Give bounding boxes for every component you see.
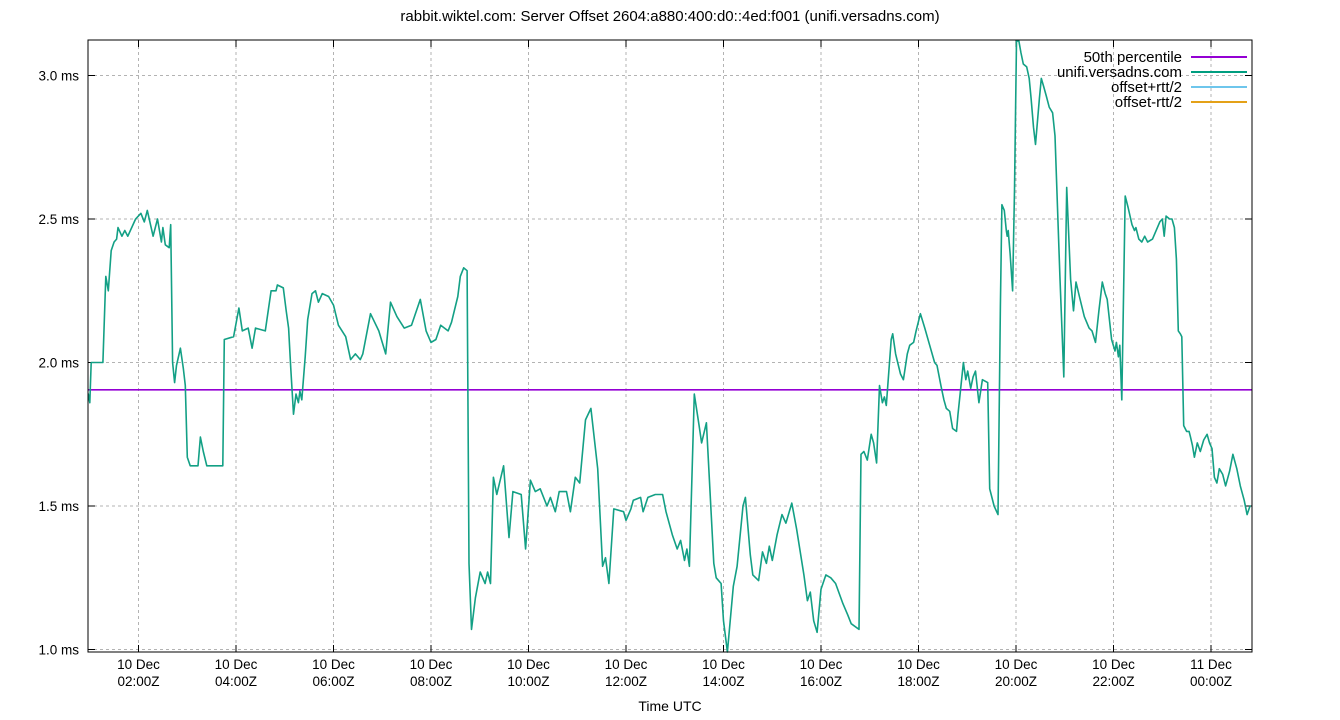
x-tick-label-date: 10 Dec: [507, 657, 550, 672]
x-tick-label-date: 10 Dec: [215, 657, 258, 672]
legend-label: offset+rtt/2: [1111, 79, 1182, 96]
x-tick-label-time: 06:00Z: [312, 674, 354, 689]
x-tick-label-time: 08:00Z: [410, 674, 452, 689]
x-tick-label-date: 10 Dec: [1092, 657, 1135, 672]
y-tick-label: 3.0 ms: [38, 69, 79, 84]
x-tick-label-time: 10:00Z: [507, 674, 549, 689]
x-tick-label-date: 10 Dec: [312, 657, 355, 672]
x-tick-label-date: 11 Dec: [1190, 657, 1232, 672]
y-tick-label: 1.5 ms: [38, 499, 79, 514]
y-tick-label: 1.0 ms: [38, 643, 79, 658]
series-line-unifi-versadns-com: [87, 40, 1251, 653]
y-tick-label: 2.0 ms: [38, 356, 79, 371]
legend-label: offset-rtt/2: [1115, 94, 1182, 111]
chart-title: rabbit.wiktel.com: Server Offset 2604:a8…: [400, 8, 940, 25]
legend-label: unifi.versadns.com: [1057, 64, 1182, 81]
plot-border: [87, 39, 1253, 653]
x-tick-label-time: 22:00Z: [1092, 674, 1134, 689]
x-tick-label-time: 14:00Z: [702, 674, 744, 689]
x-tick-label-date: 10 Dec: [800, 657, 843, 672]
x-tick-label-date: 10 Dec: [995, 657, 1038, 672]
x-tick-label-time: 18:00Z: [897, 674, 939, 689]
x-tick-label-time: 16:00Z: [800, 674, 842, 689]
x-tick-label-time: 12:00Z: [605, 674, 647, 689]
x-tick-label-date: 10 Dec: [702, 657, 745, 672]
x-tick-label-date: 10 Dec: [897, 657, 940, 672]
legend-label: 50th percentile: [1084, 49, 1182, 66]
x-tick-label-date: 10 Dec: [410, 657, 453, 672]
x-tick-label-time: 00:00Z: [1190, 674, 1232, 689]
x-tick-label-date: 10 Dec: [117, 657, 160, 672]
y-tick-label: 2.5 ms: [38, 212, 79, 227]
x-tick-label-time: 20:00Z: [995, 674, 1037, 689]
x-tick-label-date: 10 Dec: [605, 657, 648, 672]
x-axis-title: Time UTC: [638, 698, 701, 714]
x-tick-label-time: 02:00Z: [117, 674, 159, 689]
x-tick-label-time: 04:00Z: [215, 674, 257, 689]
